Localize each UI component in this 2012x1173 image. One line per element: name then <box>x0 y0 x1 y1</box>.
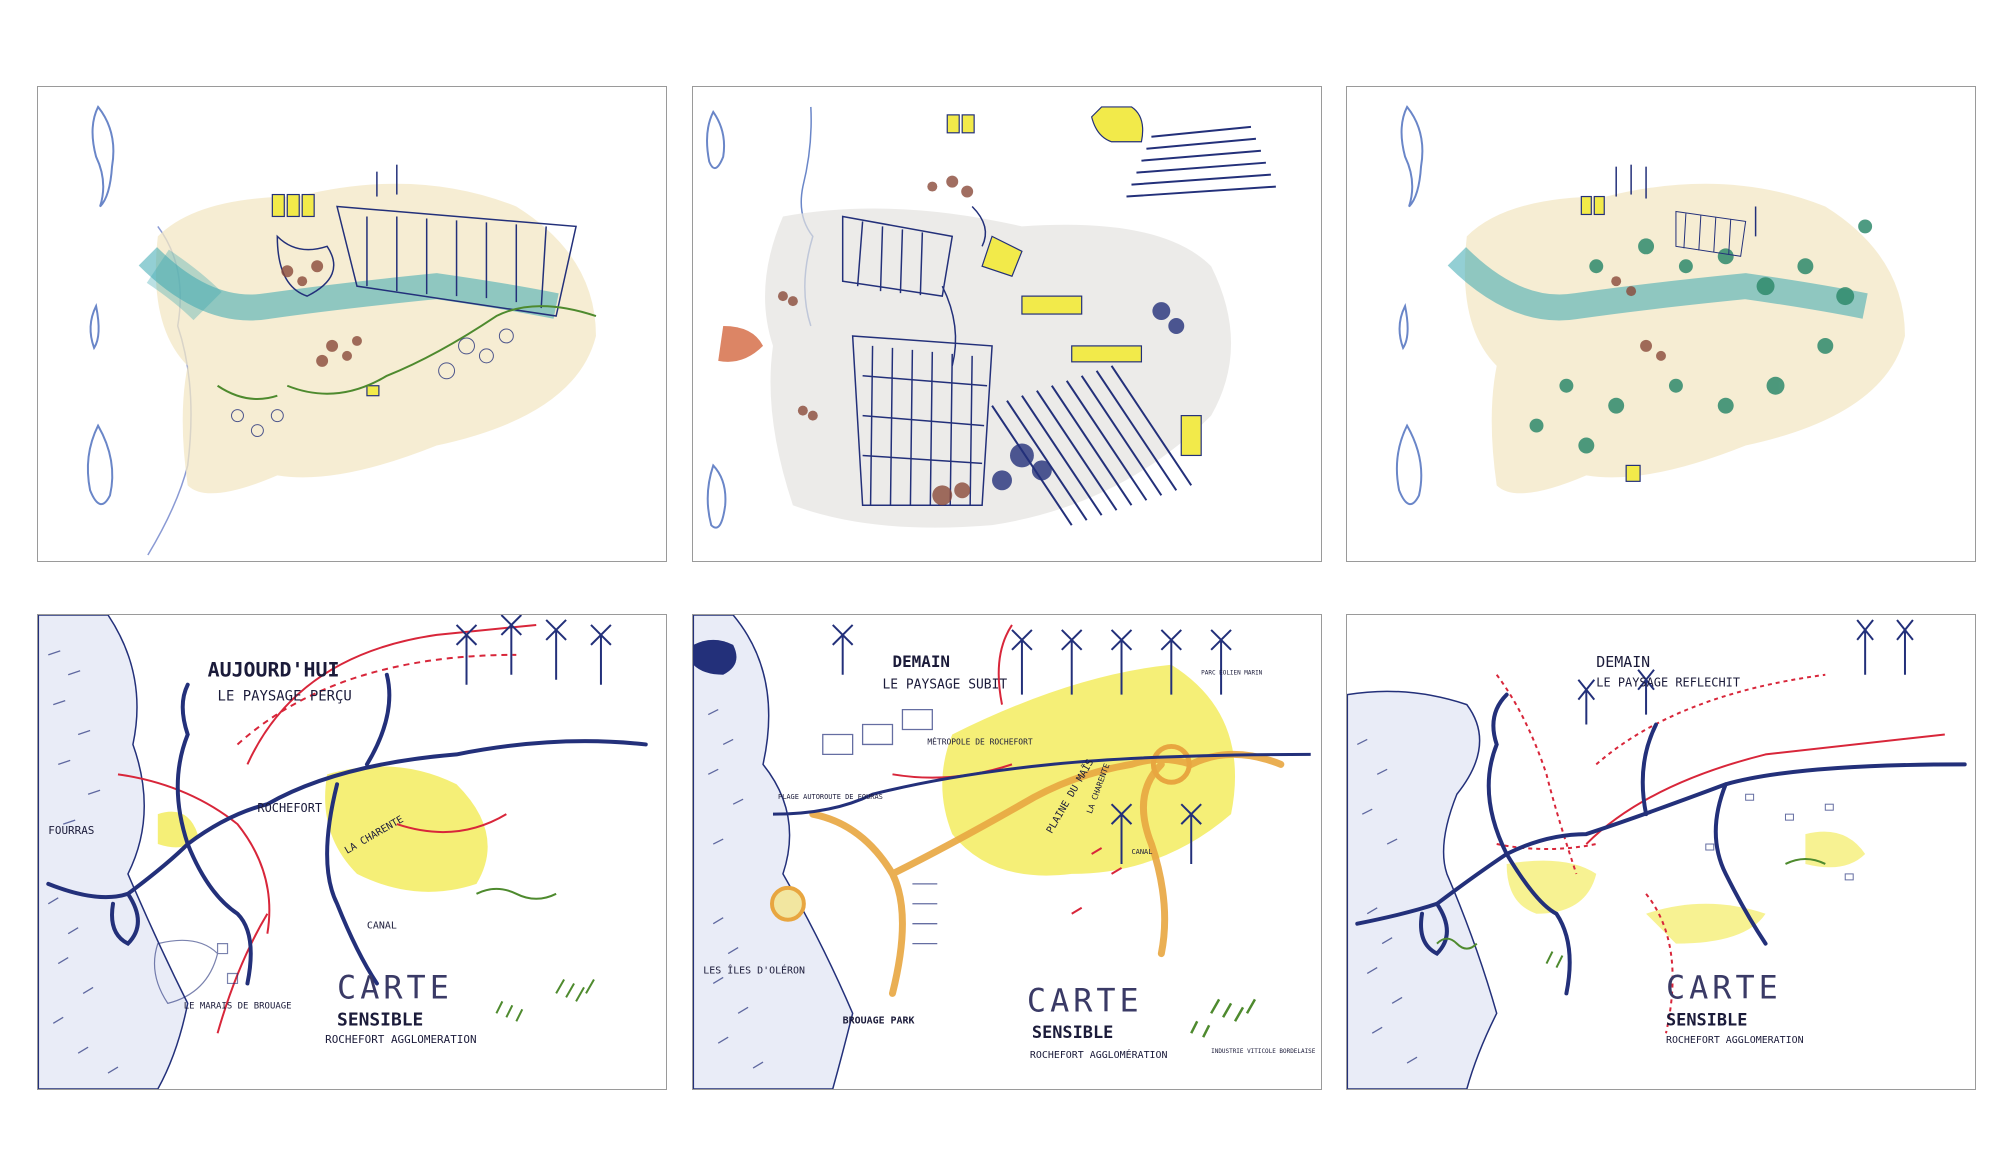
caption-agglomeration: ROCHEFORT AGGLOMÉRATION <box>1030 1048 1168 1061</box>
caption-sensible: SENSIBLE <box>1032 1022 1113 1042</box>
place-label-brouage-park: BROUAGE PARK <box>843 1015 915 1026</box>
caption-carte: CARTE <box>1666 968 1782 1006</box>
caption-sensible: SENSIBLE <box>1666 1009 1747 1029</box>
caption-carte: CARTE <box>1027 981 1143 1019</box>
sensible-map-today: AUJOURD'HUI LE PAYSAGE PERÇU ROCHEFORT F… <box>38 615 648 1089</box>
map-panel-bottom-left: AUJOURD'HUI LE PAYSAGE PERÇU ROCHEFORT F… <box>37 614 667 1090</box>
caption-carte: CARTE <box>337 968 453 1006</box>
map-subtitle: LE PAYSAGE REFLECHIT <box>1596 676 1740 690</box>
map-panel-top-right <box>1346 86 1976 562</box>
place-label-rochefort: ROCHEFORT <box>257 801 322 815</box>
aerial-drawing-today <box>86 105 597 556</box>
caption-agglomeration: ROCHEFORT AGGLOMERATION <box>1666 1035 1804 1046</box>
place-label-industrie-viticole: INDUSTRIE VITICOLE BORDELAISE <box>1211 1048 1316 1055</box>
map-subtitle: LE PAYSAGE SUBIT <box>883 678 1008 693</box>
place-label-metropole: MÉTROPOLE DE ROCHEFORT <box>927 735 1033 746</box>
aerial-drawing-future-reflected <box>1395 105 1905 505</box>
map-panel-bottom-middle: DEMAIN LE PAYSAGE SUBIT MÉTROPOLE DE ROC… <box>692 614 1322 1090</box>
sensible-map-future-reflected: DEMAIN LE PAYSAGE REFLECHIT CARTE SENSIB… <box>1347 619 1967 1089</box>
place-label-parc-eolien: PARC ÉOLIEN MARIN <box>1201 669 1262 677</box>
map-panel-top-left <box>37 86 667 562</box>
map-subtitle: LE PAYSAGE PERÇU <box>218 689 352 705</box>
place-label-canal: CANAL <box>367 921 397 932</box>
place-label-fourras: FOURRAS <box>48 824 94 837</box>
map-title: AUJOURD'HUI <box>208 659 340 682</box>
caption-agglomeration: ROCHEFORT AGGLOMERATION <box>325 1033 476 1046</box>
map-panel-top-middle <box>692 86 1322 562</box>
place-label-marais-brouage: LE MARAIS DE BROUAGE <box>184 1001 292 1011</box>
map-title: DEMAIN <box>892 652 950 671</box>
map-panel-bottom-right: DEMAIN LE PAYSAGE REFLECHIT CARTE SENSIB… <box>1346 614 1976 1090</box>
place-label-canal: CANAL <box>1131 848 1152 856</box>
aerial-drawing-future-endured <box>706 106 1276 529</box>
place-label-plage-autoroute: PLAGE AUTOROUTE DE FOURAS <box>778 793 883 801</box>
caption-sensible: SENSIBLE <box>337 1009 423 1030</box>
place-label-iles-oleron: LES ÎLES D'OLÉRON <box>703 963 805 976</box>
sensible-map-future-endured: DEMAIN LE PAYSAGE SUBIT MÉTROPOLE DE ROC… <box>693 615 1316 1089</box>
map-title: DEMAIN <box>1596 653 1650 671</box>
